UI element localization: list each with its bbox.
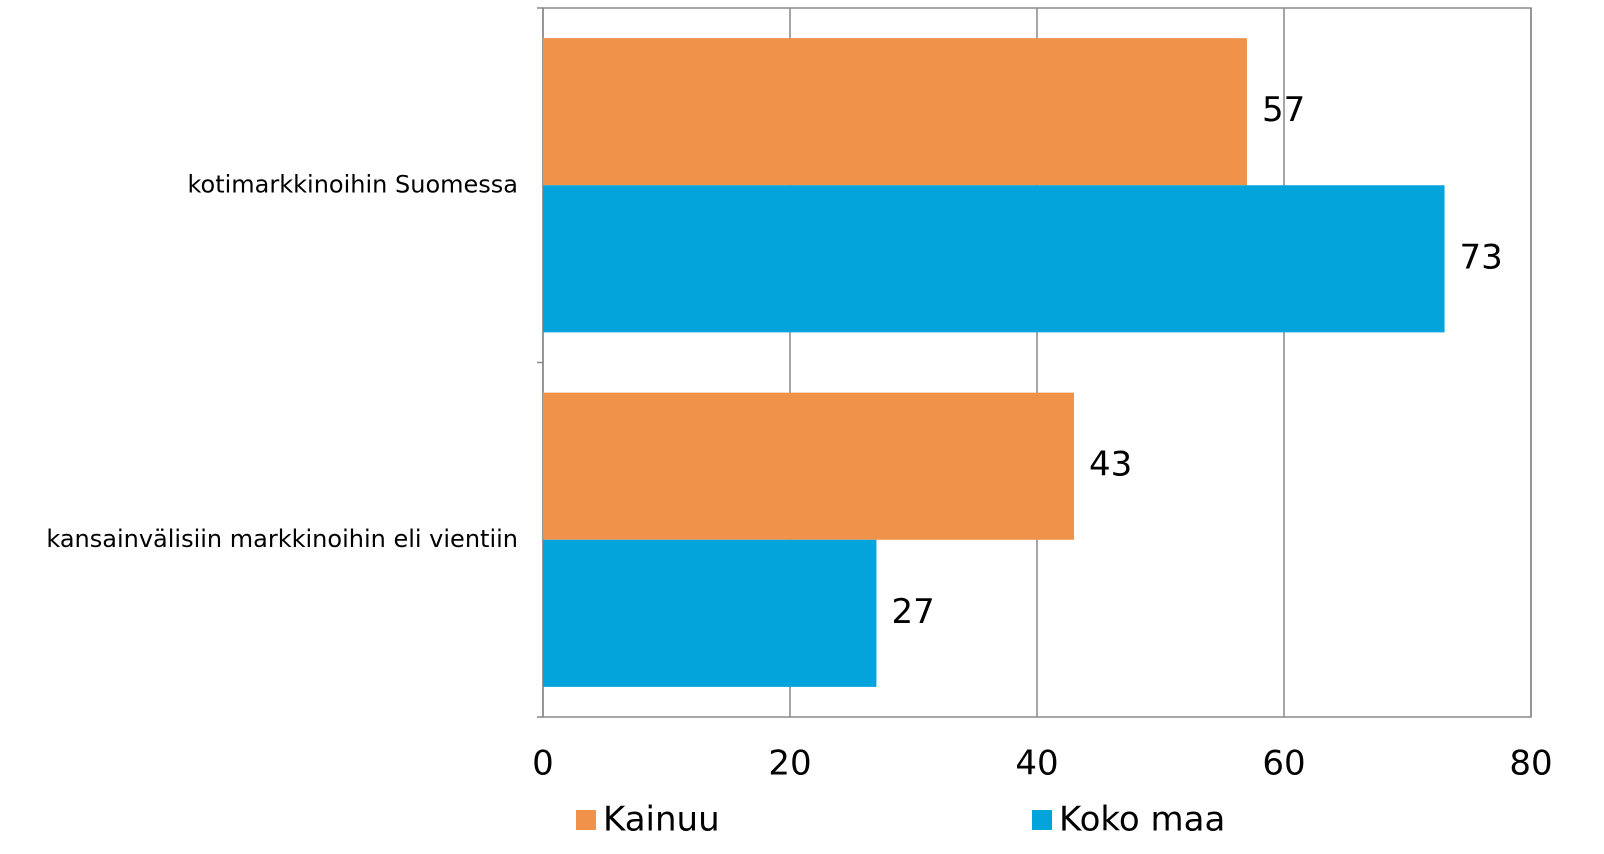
legend-swatch: [576, 810, 596, 830]
x-tick-label: 60: [1262, 744, 1305, 784]
data-label: 57: [1262, 90, 1305, 130]
y-tick-label: kansainvälisiin markkinoihin eli vientii…: [46, 525, 518, 553]
legend-swatch: [1032, 810, 1052, 830]
x-tick-label: 80: [1509, 744, 1552, 784]
bar: [543, 539, 877, 687]
bar: [543, 38, 1247, 186]
data-label: 73: [1460, 237, 1503, 277]
bar: [543, 185, 1445, 333]
x-tick-label: 40: [1015, 744, 1058, 784]
legend-label: Kainuu: [603, 800, 720, 840]
data-label: 27: [891, 592, 934, 632]
y-tick-label: kotimarkkinoihin Suomessa: [188, 170, 519, 198]
legend-label: Koko maa: [1059, 800, 1225, 840]
x-tick-label: 0: [532, 744, 554, 784]
data-label: 43: [1089, 445, 1132, 485]
bar: [543, 392, 1075, 540]
x-tick-label: 20: [768, 744, 811, 784]
